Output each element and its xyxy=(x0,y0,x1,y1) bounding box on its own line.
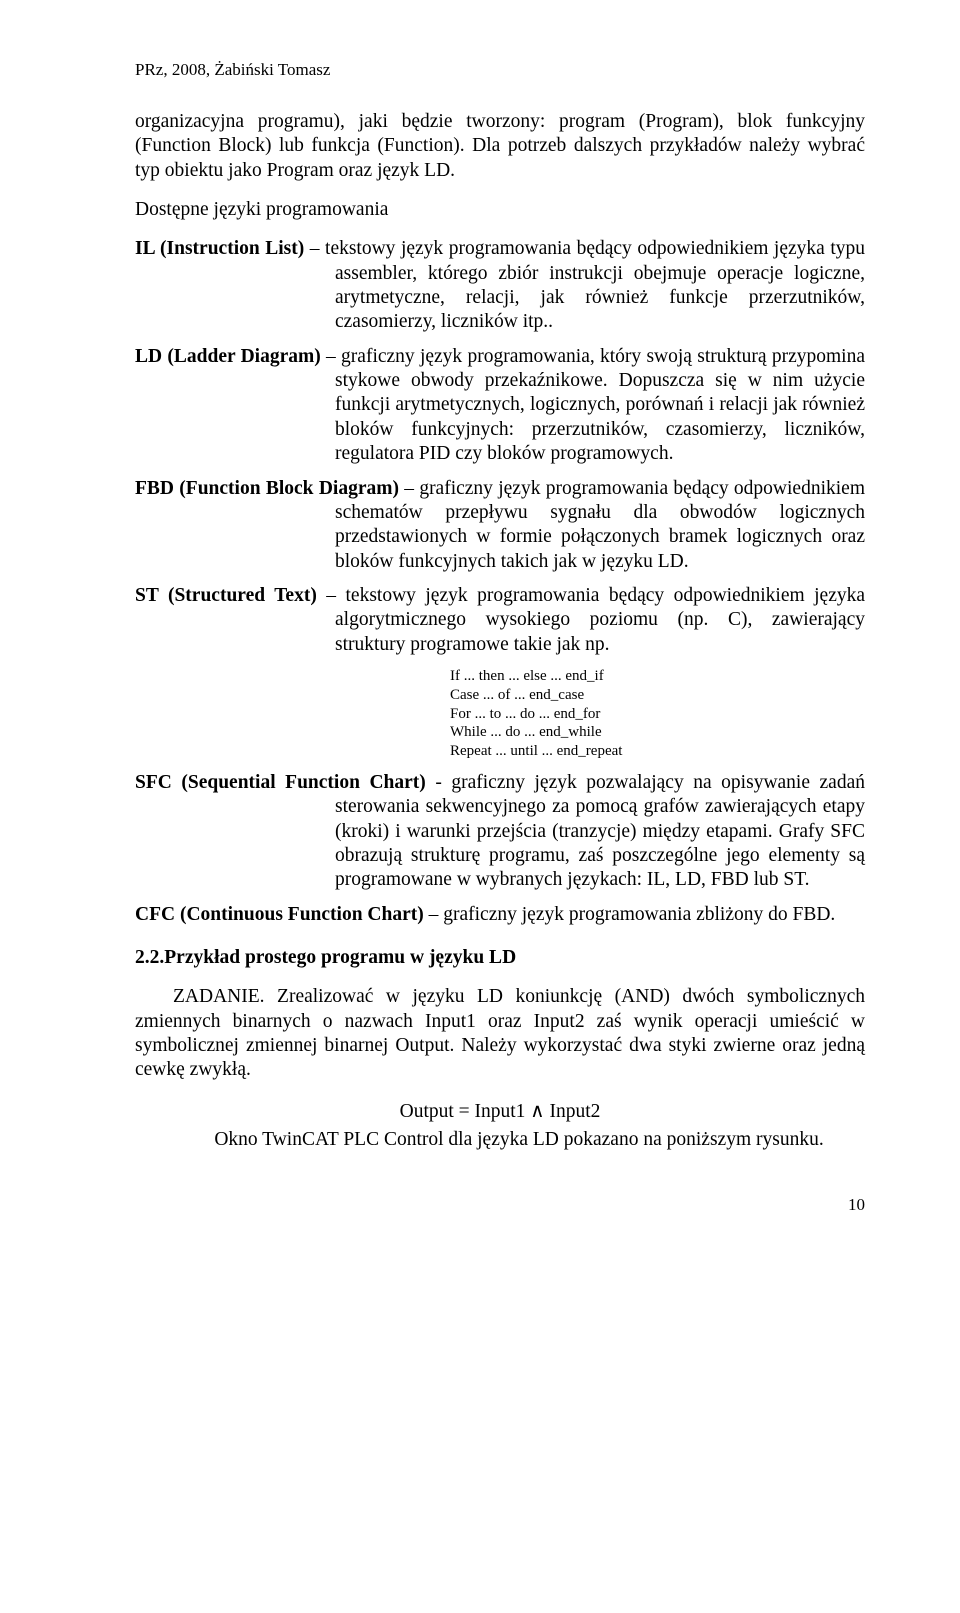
term-cfc-body: – graficzny język programowania zbliżony… xyxy=(424,904,836,925)
code-line-repeat: Repeat ... until ... end_repeat xyxy=(450,742,865,761)
code-line-if: If ... then ... else ... end_if xyxy=(450,667,865,686)
term-il-body: – tekstowy język programowania będący od… xyxy=(304,238,865,332)
code-line-for: For ... to ... do ... end_for xyxy=(450,705,865,724)
definition-il: IL (Instruction List) – tekstowy język p… xyxy=(135,237,865,335)
term-st: ST (Structured Text) xyxy=(135,585,317,606)
example-paragraph: ZADANIE. Zrealizować w języku LD koniunk… xyxy=(135,985,865,1083)
definition-st: ST (Structured Text) – tekstowy język pr… xyxy=(135,584,865,657)
page-header: PRz, 2008, Żabiński Tomasz xyxy=(135,60,865,80)
example-section-title: 2.2.Przykład prostego programu w języku … xyxy=(135,947,865,969)
languages-section-title: Dostępne języki programowania xyxy=(135,199,865,221)
term-st-body: – tekstowy język programowania będący od… xyxy=(317,585,865,655)
page-container: PRz, 2008, Żabiński Tomasz organizacyjna… xyxy=(0,0,960,1275)
code-line-while: While ... do ... end_while xyxy=(450,723,865,742)
page-number: 10 xyxy=(135,1195,865,1215)
term-cfc: CFC (Continuous Function Chart) xyxy=(135,904,424,925)
definition-ld: LD (Ladder Diagram) – graficzny język pr… xyxy=(135,345,865,467)
term-sfc: SFC (Sequential Function Chart) xyxy=(135,772,426,793)
equation: Output = Input1 ∧ Input2 xyxy=(135,1099,865,1123)
equation-caption: Okno TwinCAT PLC Control dla języka LD p… xyxy=(135,1129,865,1151)
intro-paragraph: organizacyjna programu), jaki będzie two… xyxy=(135,110,865,183)
code-line-case: Case ... of ... end_case xyxy=(450,686,865,705)
definition-sfc: SFC (Sequential Function Chart) - grafic… xyxy=(135,771,865,893)
term-ld: LD (Ladder Diagram) xyxy=(135,346,321,367)
term-ld-body: – graficzny język programowania, który s… xyxy=(321,346,865,465)
term-il: IL (Instruction List) xyxy=(135,238,304,259)
term-fbd-body: – graficzny język programowania będący o… xyxy=(335,478,865,572)
st-code-example: If ... then ... else ... end_if Case ...… xyxy=(135,667,865,761)
definition-fbd: FBD (Function Block Diagram) – graficzny… xyxy=(135,477,865,575)
definition-cfc: CFC (Continuous Function Chart) – grafic… xyxy=(135,903,865,927)
term-fbd: FBD (Function Block Diagram) xyxy=(135,478,399,499)
